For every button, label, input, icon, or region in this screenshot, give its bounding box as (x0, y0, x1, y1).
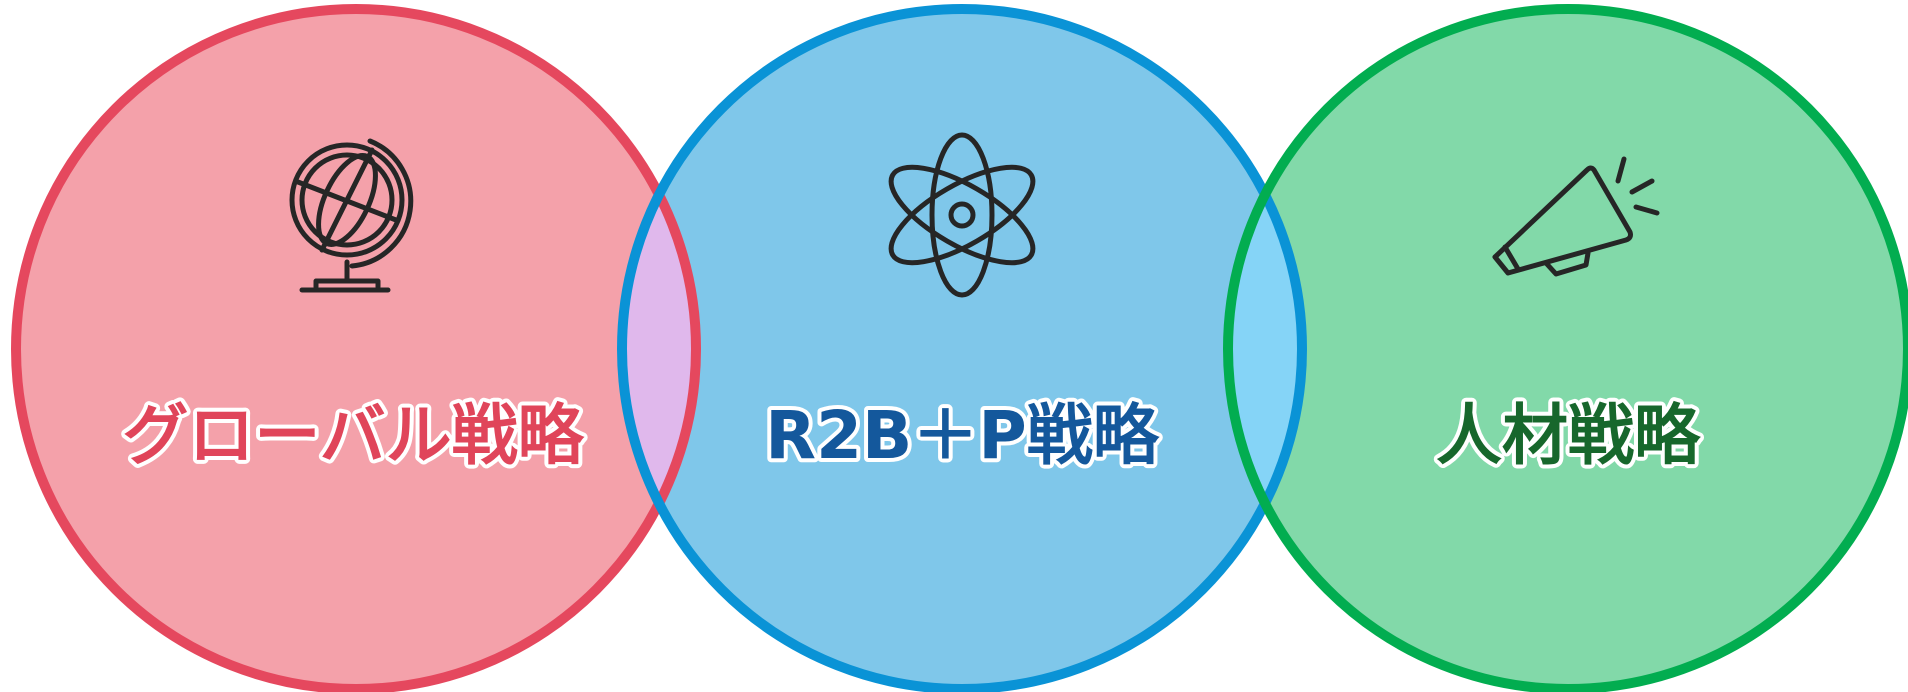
label-global: グローバル戦略 (122, 397, 584, 474)
circle-hr (1228, 9, 1908, 689)
globe-icon (289, 138, 414, 293)
circle-r2b (622, 9, 1302, 689)
label-r2b: R2B＋P戦略 (765, 397, 1159, 474)
atom-icon (888, 132, 1036, 298)
circle-border (617, 4, 1307, 692)
circle-global (16, 9, 696, 689)
label-hr: 人材戦略 (1436, 397, 1701, 474)
megaphone-icon (1492, 156, 1660, 277)
circle-border (1223, 4, 1908, 692)
circle-border (11, 4, 701, 692)
